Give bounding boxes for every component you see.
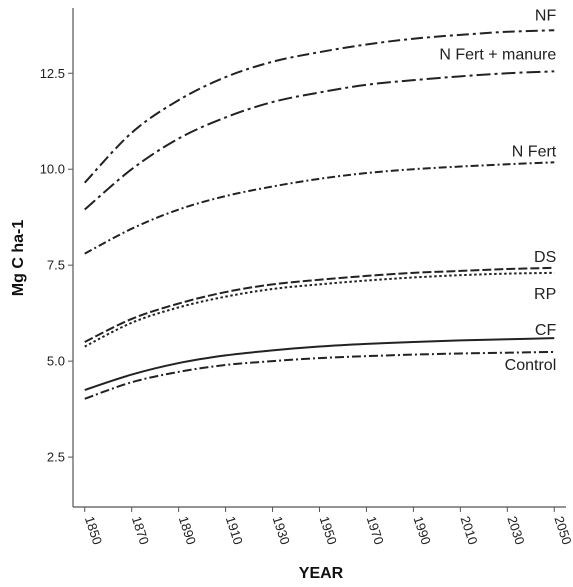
x-tick-label: 1870 — [129, 514, 152, 546]
x-tick-label: 1990 — [411, 514, 434, 546]
series-line-n-fert — [84, 161, 555, 255]
x-tick-label: 2010 — [458, 514, 481, 546]
series-line-rp — [84, 271, 555, 348]
series-lines — [84, 29, 555, 400]
x-tick-label: 2030 — [504, 514, 527, 546]
y-tick-label: 5.0 — [47, 354, 65, 369]
series-line-cf — [84, 337, 555, 391]
series-line-n-fert-manure — [84, 70, 555, 211]
x-tick-label: 1970 — [364, 514, 387, 546]
series-label-nf: NF — [535, 7, 557, 24]
series-line-ds — [84, 266, 555, 343]
x-tick-label: 1930 — [270, 514, 293, 546]
x-tick-label: 1910 — [223, 514, 246, 546]
y-tick-label: 10.0 — [40, 162, 65, 177]
y-tick-label: 2.5 — [47, 450, 65, 465]
series-line-control — [84, 350, 555, 400]
series-label-control: Control — [505, 357, 557, 374]
x-axis-ticks: 1850 1870 1890 1910 1930 1950 1970 1990 2010 2030… — [82, 507, 573, 546]
x-tick-label: 1850 — [82, 514, 105, 546]
series-line-nf — [84, 29, 555, 184]
series-label-n-fert-manure: N Fert + manure — [439, 46, 556, 63]
y-tick-label: 7.5 — [47, 258, 65, 273]
series-label-cf: CF — [535, 322, 557, 339]
series-label-ds: DS — [534, 249, 556, 266]
y-tick-label: 12.5 — [40, 66, 65, 81]
series-labels: NF N Fert + manure N Fert DS RP CF Control — [439, 7, 556, 374]
x-tick-label: 2050 — [551, 514, 573, 546]
x-tick-label: 1890 — [176, 514, 199, 546]
x-tick-label: 1950 — [317, 514, 340, 546]
series-label-rp: RP — [534, 286, 556, 303]
y-axis-ticks: 2.5 5.0 7.5 10.0 12.5 — [40, 66, 73, 465]
series-label-n-fert: N Fert — [512, 143, 557, 160]
y-axis-title: Mg C ha-1 — [10, 220, 27, 297]
x-axis-title: YEAR — [299, 565, 344, 582]
